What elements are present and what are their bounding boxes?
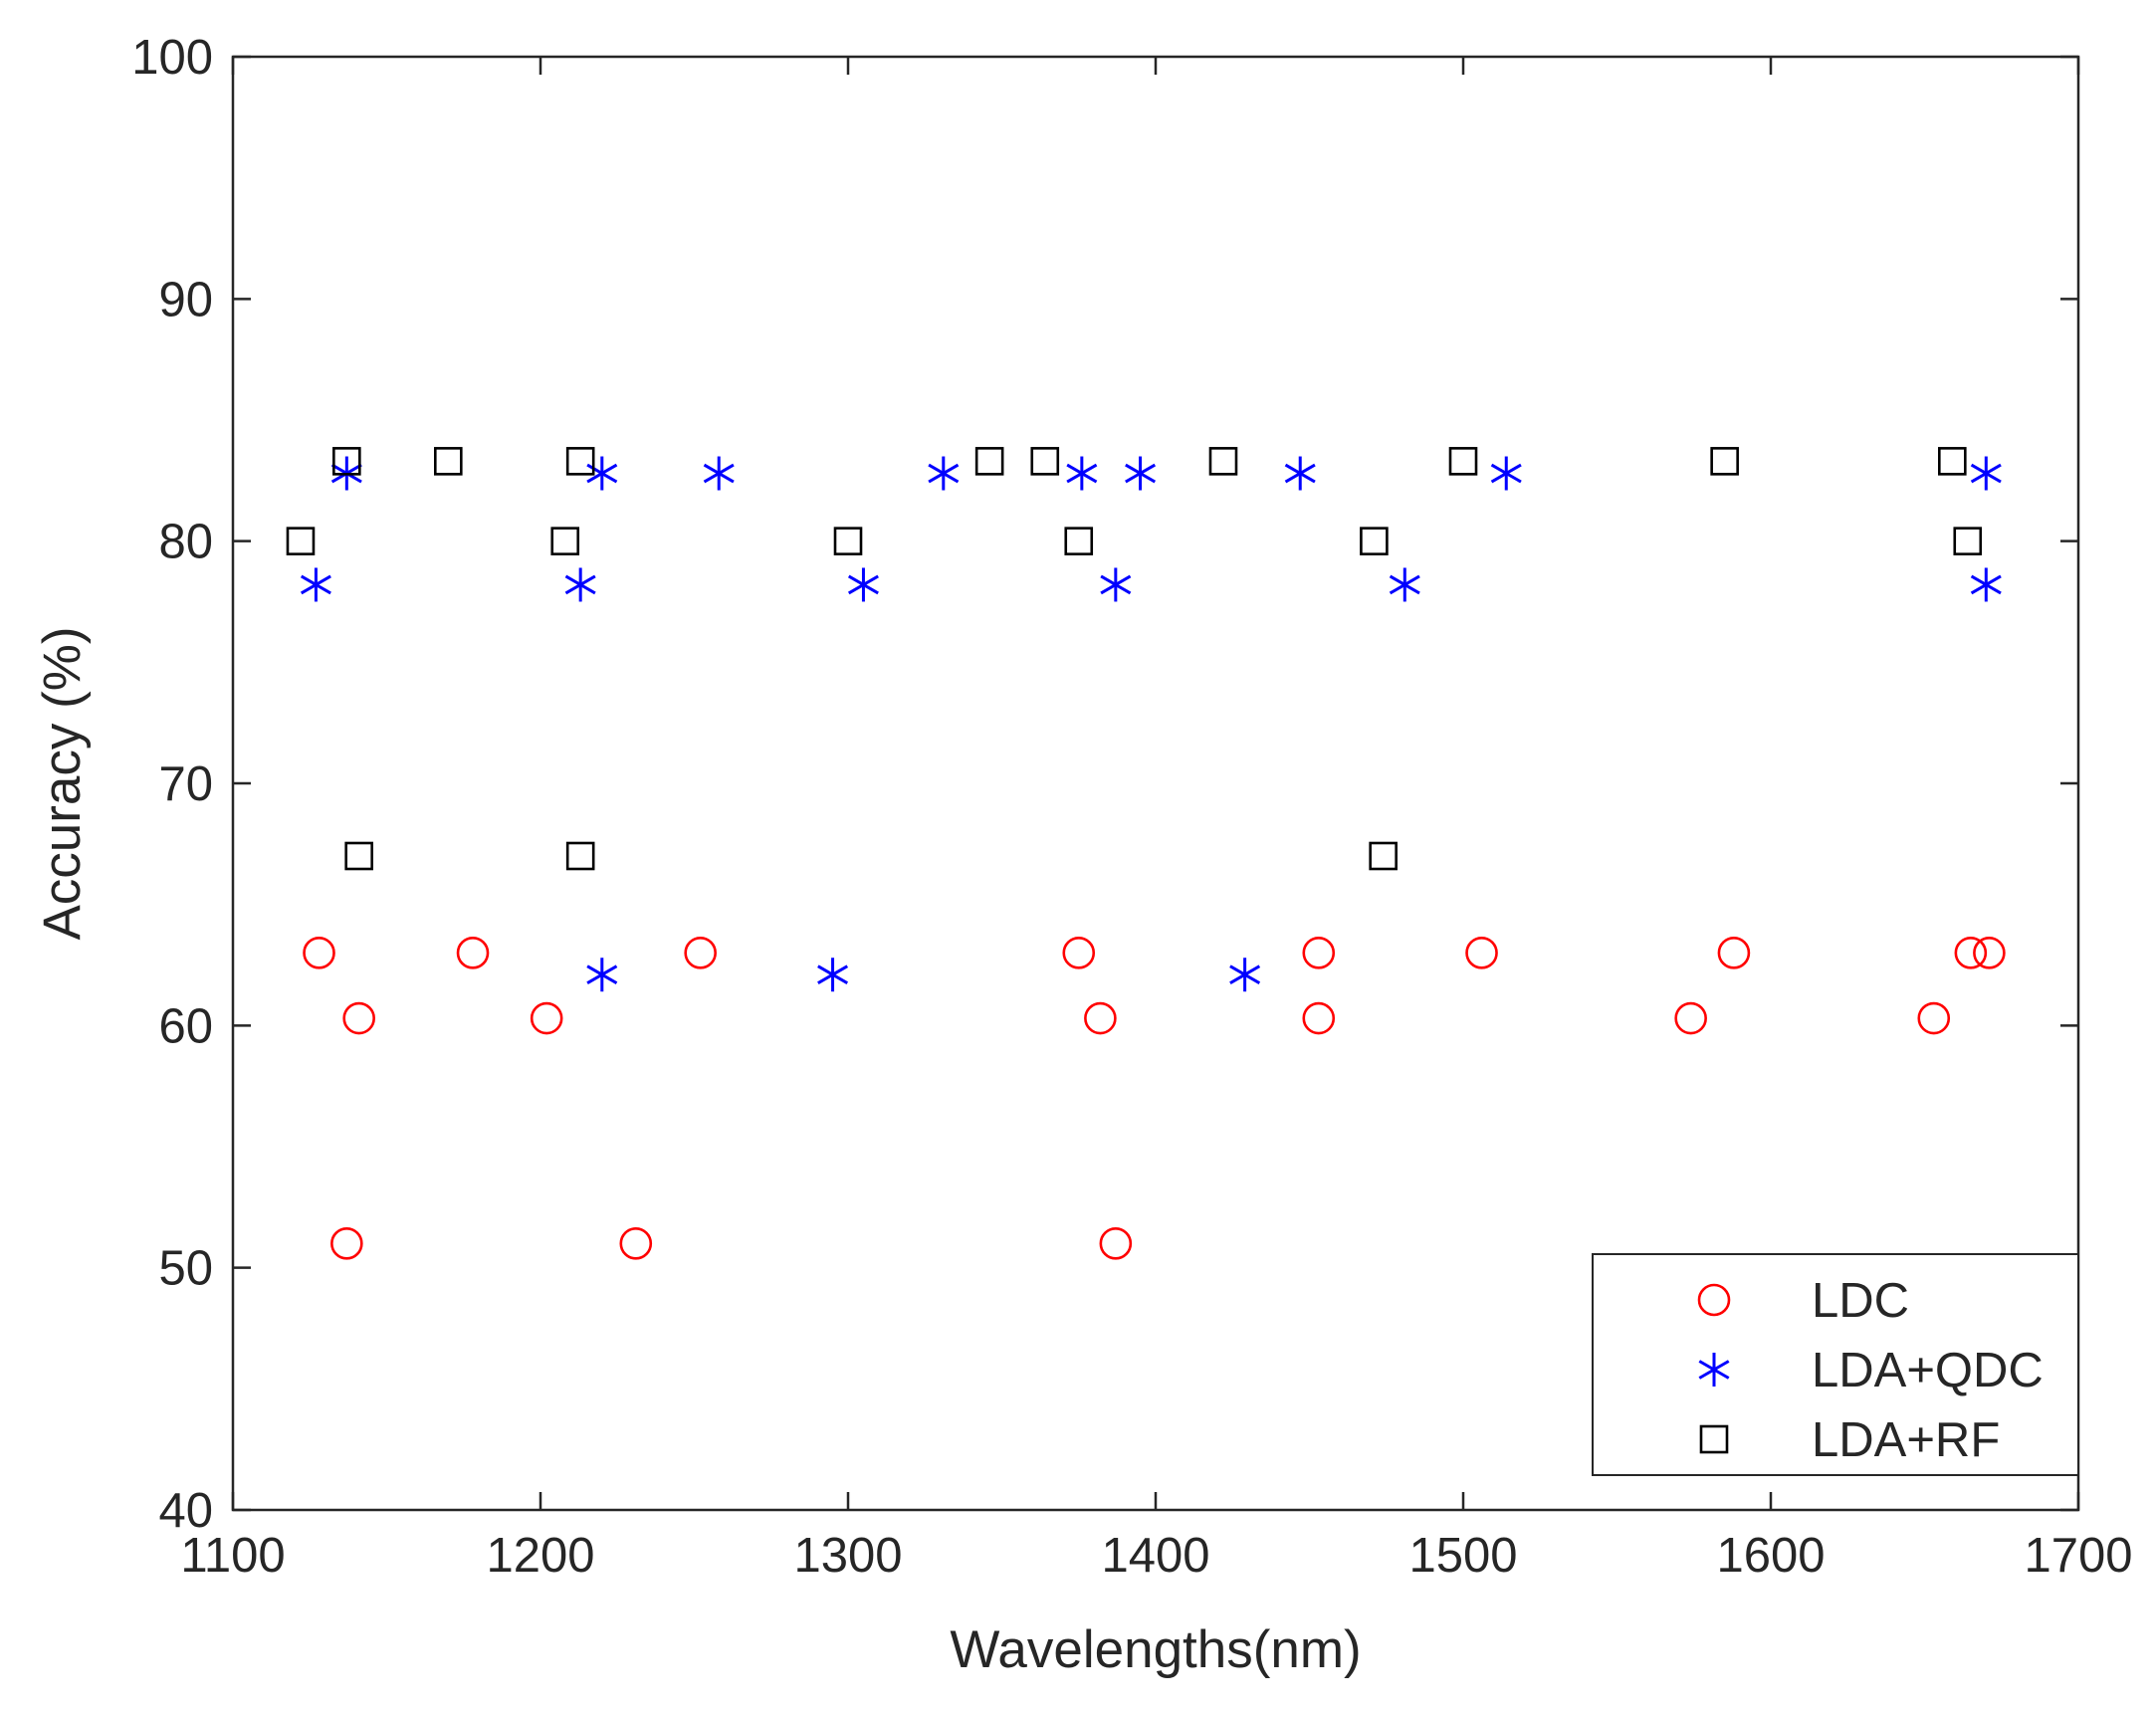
data-point: [1100, 567, 1132, 602]
data-point: [1970, 456, 2002, 491]
data-point: [1710, 447, 1739, 476]
data-point: [1448, 447, 1478, 476]
legend-box: [1592, 1253, 2079, 1476]
data-point: [847, 567, 879, 602]
data-point: [1674, 1001, 1707, 1035]
data-point: [1125, 456, 1157, 491]
data-point: [342, 1001, 375, 1035]
data-point: [1064, 527, 1094, 555]
plot-frame: [231, 55, 2080, 1512]
data-point: [684, 937, 717, 969]
data-point: [344, 841, 373, 871]
data-point: [817, 958, 849, 992]
data-point: [974, 447, 1004, 476]
data-point: [1389, 567, 1420, 602]
data-point: [928, 456, 960, 491]
y-tick-label: 100: [131, 31, 213, 85]
x-tick-label: 1300: [793, 1529, 902, 1583]
data-point: [1954, 937, 1988, 969]
data-point: [833, 527, 863, 555]
data-point: [1208, 447, 1238, 476]
x-tick-label: 1400: [1101, 1529, 1209, 1583]
data-point: [303, 937, 335, 969]
y-tick-label: 50: [158, 1242, 213, 1296]
data-point: [286, 527, 316, 555]
data-point: [1465, 937, 1498, 969]
x-tick-label: 1600: [1716, 1529, 1825, 1583]
x-tick-label: 1700: [2024, 1529, 2132, 1583]
data-point: [565, 841, 595, 871]
series-ldc: [303, 937, 2006, 1260]
data-point: [1490, 456, 1522, 491]
data-point: [1953, 527, 1983, 555]
data-point: [330, 1227, 363, 1260]
data-point: [565, 447, 595, 476]
x-tick-label: 1100: [180, 1529, 285, 1583]
data-point: [332, 447, 361, 476]
y-tick-label: 90: [158, 273, 213, 326]
y-tick-label: 80: [158, 516, 213, 569]
data-point: [586, 958, 618, 992]
axis-tick-labels: 1100 1200 1300 1400 1500 1600 1700 40 50 60 70 80 90…: [131, 31, 2132, 1583]
data-point: [1369, 841, 1398, 871]
data-point: [619, 1227, 653, 1260]
data-point: [1062, 937, 1096, 969]
data-point: [433, 447, 463, 476]
legend-label: LDA+QDC: [1812, 1344, 2044, 1397]
x-axis-label: Wavelengths(nm): [950, 1620, 1361, 1679]
y-tick-label: 40: [158, 1484, 213, 1538]
data-point: [1973, 937, 2006, 969]
data-point: [1030, 447, 1060, 476]
data-point: [550, 527, 580, 555]
data-point: [564, 567, 596, 602]
data-point: [530, 1001, 563, 1035]
data-point: [1938, 447, 1967, 476]
data-point: [1084, 1001, 1117, 1035]
data-point: [1302, 1001, 1336, 1035]
x-tick-label: 1500: [1408, 1529, 1517, 1583]
legend: LDC LDA+QDC LDA+RF: [1592, 1253, 2079, 1476]
x-tick-label: 1200: [486, 1529, 594, 1583]
legend-marker: [1699, 1424, 1729, 1454]
legend-label: LDC: [1812, 1274, 1909, 1328]
data-point: [1360, 527, 1389, 555]
legend-marker: [1697, 1283, 1731, 1317]
data-point: [1229, 958, 1261, 992]
data-point: [1284, 456, 1316, 491]
legend-label: LDA+RF: [1812, 1413, 2000, 1467]
y-tick-label: 60: [158, 999, 213, 1053]
series-lda-qdc: [300, 456, 2002, 992]
y-tick-label: 70: [158, 757, 213, 811]
legend-marker: [1698, 1353, 1730, 1387]
data-point: [1717, 937, 1751, 969]
data-point: [1066, 456, 1098, 491]
data-point: [300, 567, 331, 602]
data-points: [286, 447, 2006, 1260]
data-point: [1099, 1227, 1133, 1260]
data-point: [1917, 1001, 1951, 1035]
data-point: [456, 937, 490, 969]
data-point: [1302, 937, 1336, 969]
series-lda-rf: [286, 447, 1983, 871]
y-axis-label: Accuracy (%): [33, 626, 92, 940]
data-point: [703, 456, 735, 491]
data-point: [1970, 567, 2002, 602]
